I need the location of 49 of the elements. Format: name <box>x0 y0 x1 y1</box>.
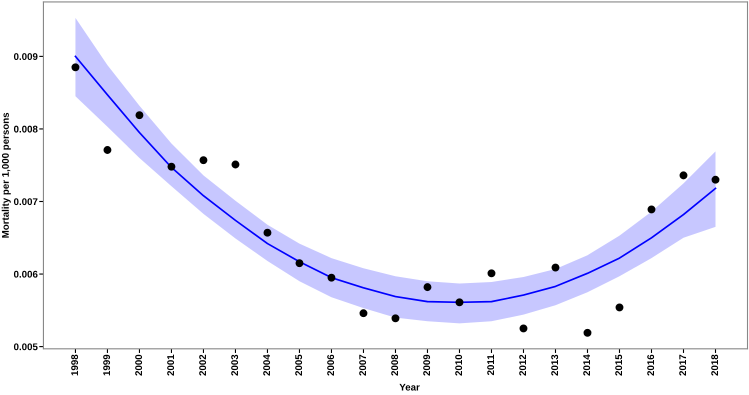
point <box>136 111 144 120</box>
point <box>712 176 720 184</box>
x-tick-label: 2002 <box>199 354 206 376</box>
x-tick-label: 1998 <box>71 354 78 376</box>
x-tick-label: 1999 <box>103 354 110 376</box>
point <box>392 314 400 322</box>
x-tick-label: 2016 <box>647 354 654 376</box>
x-tick-label: 2000 <box>135 354 142 376</box>
point <box>296 259 304 268</box>
point <box>424 283 432 292</box>
x-tick-label: 2008 <box>391 354 398 376</box>
x-tick-label: 2006 <box>327 354 334 376</box>
y-tick-label: 0.005 <box>14 343 38 350</box>
point <box>584 328 592 337</box>
point <box>680 171 688 180</box>
y-axis-title: Mortality per 1,000 persons <box>2 112 11 238</box>
x-tick-label: 2014 <box>583 354 590 376</box>
x-tick-label: 2005 <box>295 354 302 376</box>
x-axis-title: Year <box>399 384 420 391</box>
point <box>200 156 208 164</box>
x-tick-label: 2018 <box>711 354 718 376</box>
x-tick-label: 2004 <box>263 354 270 376</box>
point <box>264 228 272 237</box>
point <box>520 324 528 332</box>
point <box>552 264 560 272</box>
point <box>328 274 336 282</box>
x-tick-label: 2007 <box>359 354 366 376</box>
x-tick-label: 2017 <box>679 354 686 376</box>
point <box>488 269 496 278</box>
y-tick-label: 0.008 <box>14 126 38 133</box>
x-tick-label: 2009 <box>423 354 430 376</box>
x-tick-label: 2011 <box>487 354 494 376</box>
x-tick-label: 2013 <box>551 354 558 376</box>
x-tick-label: 2010 <box>455 354 462 376</box>
x-tick-label: 2012 <box>519 354 526 376</box>
point <box>232 160 240 168</box>
x-tick-label: 2003 <box>231 354 238 376</box>
point <box>456 298 464 306</box>
y-tick-label: 0.007 <box>14 198 38 206</box>
point <box>616 303 624 312</box>
point <box>71 63 80 72</box>
x-tick-label: 2015 <box>615 354 622 376</box>
y-tick-label: 0.009 <box>14 53 38 60</box>
point <box>103 146 112 154</box>
point <box>360 309 368 318</box>
x-tick-label: 2001 <box>167 354 174 376</box>
point <box>648 206 656 214</box>
y-tick-label: 0.006 <box>14 270 38 278</box>
point <box>168 162 176 171</box>
